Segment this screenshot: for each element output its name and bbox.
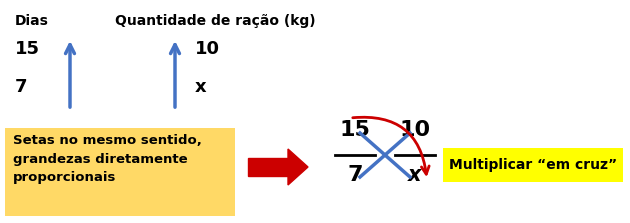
FancyBboxPatch shape bbox=[5, 128, 235, 216]
Text: 15: 15 bbox=[15, 40, 40, 58]
Text: x: x bbox=[408, 165, 421, 185]
Polygon shape bbox=[288, 149, 308, 185]
Text: Quantidade de ração (kg): Quantidade de ração (kg) bbox=[115, 14, 316, 28]
FancyBboxPatch shape bbox=[443, 148, 623, 182]
Text: 10: 10 bbox=[195, 40, 220, 58]
Text: Dias: Dias bbox=[15, 14, 49, 28]
Text: Setas no mesmo sentido,
grandezas diretamente
proporcionais: Setas no mesmo sentido, grandezas direta… bbox=[13, 134, 202, 184]
Text: x: x bbox=[195, 78, 207, 96]
Polygon shape bbox=[248, 158, 288, 176]
Text: Multiplicar “em cruz”: Multiplicar “em cruz” bbox=[449, 158, 617, 172]
Text: 15: 15 bbox=[340, 120, 370, 140]
Text: 7: 7 bbox=[15, 78, 28, 96]
Text: 10: 10 bbox=[399, 120, 430, 140]
Text: 7: 7 bbox=[347, 165, 363, 185]
